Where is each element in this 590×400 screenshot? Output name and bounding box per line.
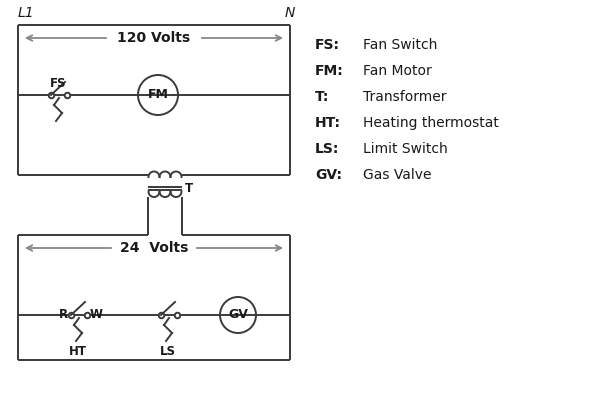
Text: Fan Motor: Fan Motor <box>363 64 432 78</box>
Text: FS:: FS: <box>315 38 340 52</box>
Text: HT:: HT: <box>315 116 341 130</box>
Text: Limit Switch: Limit Switch <box>363 142 448 156</box>
Text: N: N <box>285 6 295 20</box>
Text: 24  Volts: 24 Volts <box>120 241 188 255</box>
Text: LS: LS <box>160 345 176 358</box>
Text: FM: FM <box>148 88 168 102</box>
Text: FS: FS <box>50 77 67 90</box>
Text: HT: HT <box>69 345 87 358</box>
Text: 120 Volts: 120 Volts <box>117 31 191 45</box>
Text: T: T <box>185 182 193 195</box>
Text: L1: L1 <box>18 6 35 20</box>
Text: T:: T: <box>315 90 329 104</box>
Text: R: R <box>59 308 68 322</box>
Text: Gas Valve: Gas Valve <box>363 168 431 182</box>
Text: Heating thermostat: Heating thermostat <box>363 116 499 130</box>
Text: Fan Switch: Fan Switch <box>363 38 437 52</box>
Text: LS:: LS: <box>315 142 339 156</box>
Text: GV: GV <box>228 308 248 322</box>
Text: Transformer: Transformer <box>363 90 447 104</box>
Text: FM:: FM: <box>315 64 344 78</box>
Text: W: W <box>90 308 103 322</box>
Text: GV:: GV: <box>315 168 342 182</box>
